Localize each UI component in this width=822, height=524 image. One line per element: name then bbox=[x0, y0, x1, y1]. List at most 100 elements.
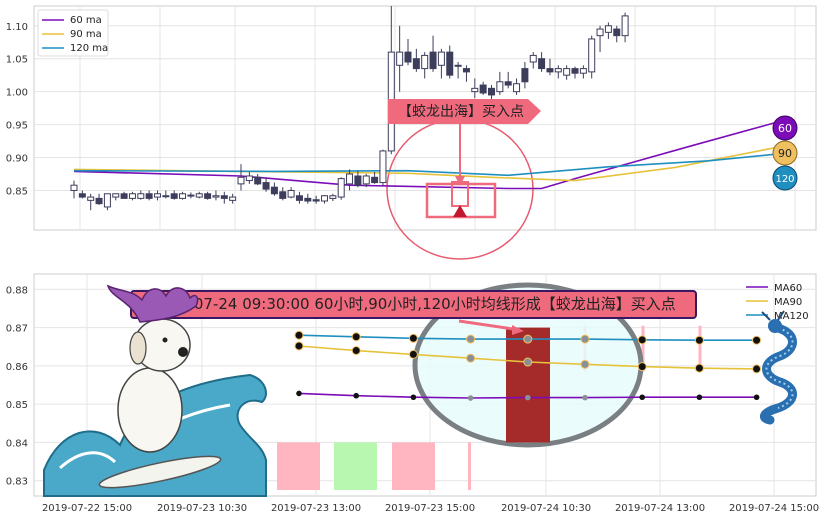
top-y-ticks: 0.85 0.90 0.95 1.00 1.05 1.10 bbox=[6, 22, 28, 198]
signal-bar-group bbox=[458, 319, 550, 443]
candle-body bbox=[112, 193, 120, 198]
dragon-head bbox=[768, 319, 782, 333]
legend-label-MA90: MA90 bbox=[774, 297, 802, 308]
candle bbox=[596, 25, 604, 53]
candle-body bbox=[212, 195, 220, 198]
series-point-MA90 bbox=[408, 349, 418, 359]
badge-90-label: 90 bbox=[778, 147, 792, 160]
candle bbox=[437, 48, 445, 79]
candle-body bbox=[462, 68, 470, 73]
candle-body bbox=[362, 175, 370, 185]
series-point-MA120 bbox=[408, 333, 418, 343]
top-ytick-label: 0.85 bbox=[6, 186, 28, 197]
annotation-arrowhead bbox=[455, 176, 465, 186]
candle bbox=[588, 35, 596, 79]
candle-body bbox=[521, 68, 529, 83]
candle-body bbox=[137, 193, 145, 199]
candle-body bbox=[270, 186, 278, 195]
bottom-panel: 0.83 0.84 0.85 0.86 0.87 0.88 2019-07-22 15:0… bbox=[6, 273, 819, 514]
candle-body bbox=[596, 28, 604, 37]
dragon-horns bbox=[761, 310, 785, 321]
candle bbox=[371, 172, 379, 184]
bottom-xtick-label: 2019-07-22 15:00 bbox=[42, 503, 132, 514]
legend-label-MA60: MA60 bbox=[774, 283, 802, 294]
candle bbox=[621, 12, 629, 43]
series-point-MA60 bbox=[582, 394, 588, 401]
candle-body bbox=[87, 196, 95, 201]
candle-body bbox=[621, 15, 629, 37]
candle bbox=[579, 65, 587, 79]
bottom-xtick-label: 2019-07-23 13:00 bbox=[271, 503, 361, 514]
candle bbox=[337, 177, 345, 200]
candle-body bbox=[379, 150, 387, 184]
candle-body bbox=[262, 182, 270, 190]
candle bbox=[112, 193, 120, 201]
dog-ear bbox=[129, 331, 147, 365]
candle bbox=[421, 52, 429, 79]
bottom-ytick-label: 0.86 bbox=[6, 362, 28, 373]
candle bbox=[87, 193, 95, 211]
candle bbox=[321, 195, 328, 204]
candle bbox=[362, 174, 370, 188]
candle-body bbox=[312, 199, 320, 202]
candle-body bbox=[371, 176, 379, 184]
candle-body bbox=[437, 51, 445, 66]
dragon-horn-hat bbox=[106, 284, 199, 323]
candle-body bbox=[287, 189, 295, 198]
signal-pointer-arrowhead bbox=[512, 325, 524, 335]
series-point-MA60 bbox=[696, 394, 703, 401]
candle-body bbox=[337, 178, 345, 198]
series-point-MA120 bbox=[523, 334, 533, 344]
candle-body bbox=[95, 197, 103, 205]
volume-bar bbox=[277, 442, 320, 490]
candle-body bbox=[446, 51, 454, 76]
top-ytick-label: 1.00 bbox=[6, 88, 28, 99]
candle bbox=[287, 187, 295, 199]
candle bbox=[538, 52, 546, 72]
candle bbox=[237, 164, 245, 191]
dog-nose bbox=[178, 347, 188, 357]
top-candles bbox=[70, 6, 629, 211]
candle bbox=[145, 190, 153, 201]
candle bbox=[187, 192, 195, 199]
bottom-ytick-label: 0.87 bbox=[6, 324, 28, 335]
series-point-MA90 bbox=[466, 353, 476, 363]
top-gridlines bbox=[34, 6, 816, 230]
candle bbox=[262, 177, 270, 192]
candle-body bbox=[554, 68, 562, 73]
series-point-MA60 bbox=[639, 394, 645, 401]
bottom-ma-lines bbox=[294, 330, 762, 401]
candle-body bbox=[179, 193, 187, 199]
series-point-MA60 bbox=[296, 390, 302, 397]
series-point-MA60 bbox=[353, 392, 360, 399]
candle bbox=[312, 195, 320, 204]
candle-body bbox=[220, 195, 228, 199]
series-point-MA90 bbox=[523, 357, 533, 367]
badge-120-label: 120 bbox=[775, 174, 794, 185]
candle-body bbox=[421, 54, 429, 70]
series-point-MA120 bbox=[580, 334, 590, 344]
top-ytick-label: 0.90 bbox=[6, 154, 28, 165]
candle bbox=[546, 58, 554, 76]
candle bbox=[229, 193, 237, 204]
candle-body bbox=[571, 68, 579, 74]
volume-bar bbox=[392, 442, 435, 490]
candle-body bbox=[404, 51, 412, 63]
candle-body bbox=[204, 193, 212, 199]
series-point-MA60 bbox=[753, 394, 760, 401]
candle-body bbox=[162, 195, 170, 198]
candle bbox=[128, 191, 136, 201]
candle-body bbox=[579, 68, 587, 74]
candle-body bbox=[529, 54, 537, 63]
candle bbox=[103, 193, 111, 211]
buy-triangle-icon bbox=[453, 205, 467, 217]
candle bbox=[270, 182, 278, 196]
badge-90 bbox=[772, 140, 798, 166]
candle-body bbox=[229, 196, 237, 201]
candle bbox=[137, 190, 145, 200]
volume-bar bbox=[468, 442, 471, 490]
candle bbox=[613, 25, 621, 43]
candle-body bbox=[70, 184, 78, 191]
signal-pointer bbox=[458, 319, 521, 332]
candle bbox=[204, 191, 212, 200]
